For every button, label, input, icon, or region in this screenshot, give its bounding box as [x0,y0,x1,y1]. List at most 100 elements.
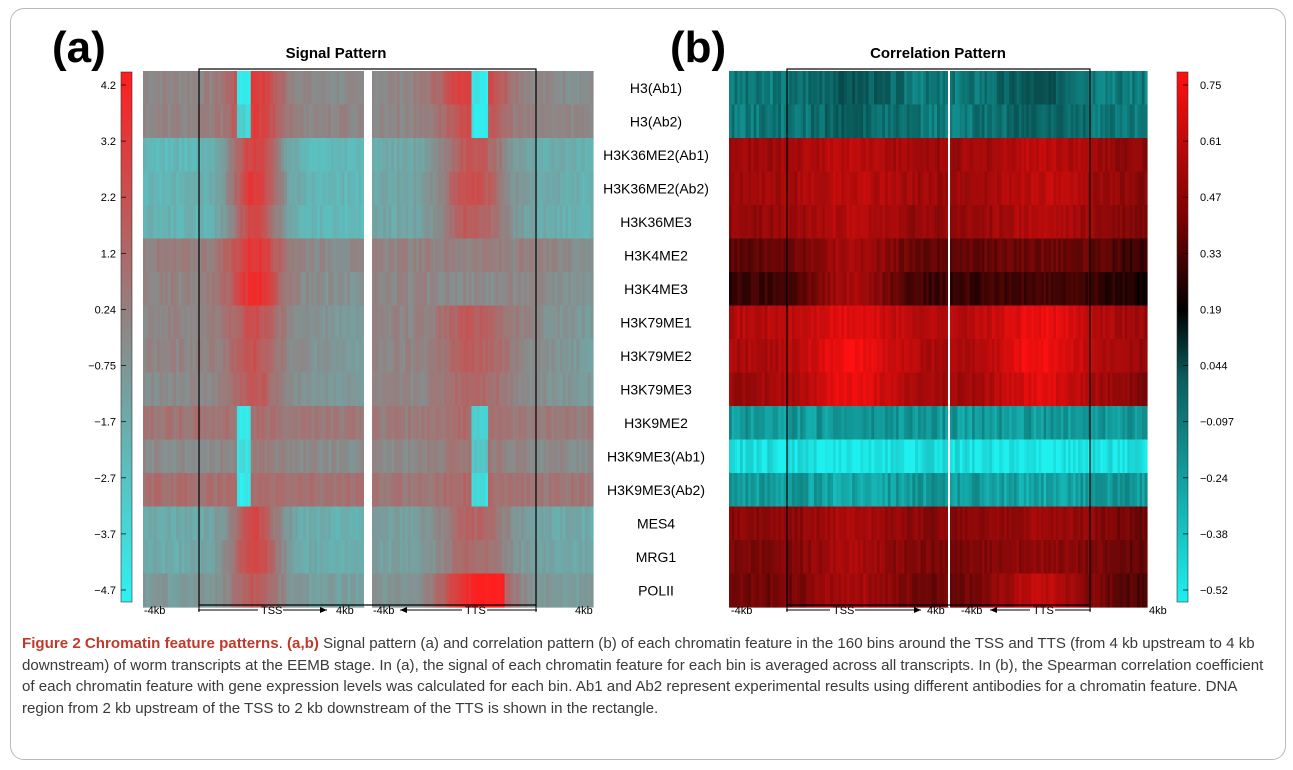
heatmap-cell [391,238,395,273]
heatmap-cell [294,272,299,307]
heatmap-cell [1014,104,1018,139]
heatmap-cell [407,473,412,508]
heatmap-cell [882,71,886,106]
heatmap-cell [950,439,954,474]
heatmap-cell [1068,104,1072,139]
heatmap-cell [841,138,845,173]
heatmap-cell [964,406,968,441]
heatmap-cell [1078,138,1082,173]
heatmap-cell [449,372,453,407]
heatmap-cell [372,104,376,139]
heatmap-cell [283,573,288,608]
heatmap-cell [154,171,158,206]
heatmap-cell [923,305,927,340]
heatmap-cell [236,305,241,340]
heatmap-cell [1011,339,1015,374]
heatmap-cell [407,305,412,340]
heatmap-cell [289,540,293,575]
heatmap-cell [984,406,988,441]
heatmap-cell [972,439,976,474]
heatmap-cell [454,372,459,407]
heatmap-cell [581,573,586,608]
heatmap-cell [753,372,757,407]
heatmap-cell [388,506,392,541]
heatmap-cell [984,205,988,240]
heatmap-cell [1016,238,1020,273]
heatmap-cell [383,473,387,508]
heatmap-cell [317,238,321,273]
heatmap-cell [515,406,520,441]
heatmap-cell [228,171,232,206]
heatmap-cell [573,272,578,307]
heatmap-cell [465,540,470,575]
heatmap-cell [1011,272,1015,307]
heatmap-cell [396,305,401,340]
heatmap-cell [471,305,475,340]
heatmap-cell [581,171,586,206]
heatmap-cell [868,406,872,441]
heatmap-cell [482,339,486,374]
heatmap-cell [253,238,257,273]
heatmap-cell [292,272,296,307]
heatmap-cell [1142,339,1146,374]
heatmap-cell [794,205,799,240]
heatmap-cell [745,473,749,508]
heatmap-cell [328,138,332,173]
heatmap-cell [1053,339,1057,374]
heatmap-cell [317,540,321,575]
heatmap-cell [209,138,213,173]
heatmap-cell [253,540,257,575]
heatmap-cell [225,104,230,139]
heatmap-cell [143,272,147,307]
heatmap-cell [1031,540,1035,575]
heatmap-cell [499,372,503,407]
heatmap-cell [551,238,555,273]
heatmap-cell [305,138,310,173]
heatmap-cell [874,406,878,441]
heatmap-cell [499,506,503,541]
heatmap-cell [1006,473,1010,508]
heatmap-cell [543,573,547,608]
heatmap-cell [427,104,431,139]
heatmap-cell [827,71,831,106]
heatmap-cell [972,506,976,541]
heatmap-cell [228,238,232,273]
heatmap-cell [344,305,349,340]
heatmap-cell [1055,71,1059,106]
heatmap-cell [170,272,174,307]
heatmap-cell [835,506,840,541]
heatmap-cell [1006,406,1010,441]
heatmap-cell [350,573,354,608]
heatmap-cell [898,205,903,240]
heatmap-cell [507,372,511,407]
heatmap-cell [178,473,183,508]
heatmap-cell [920,540,924,575]
heatmap-cell [490,540,495,575]
heatmap-cell [510,205,514,240]
heatmap-cell [231,473,235,508]
heatmap-cell [770,540,774,575]
heatmap-cell [537,573,542,608]
heatmap-cell [996,540,1000,575]
heatmap-cell [573,439,578,474]
heatmap-cell [789,439,793,474]
heatmap-cell [551,171,555,206]
heatmap-cell [162,406,166,441]
heatmap-cell [189,439,194,474]
heatmap-cell [170,540,174,575]
heatmap-cell [939,372,944,407]
heatmap-cell [347,439,351,474]
heatmap-cell [739,272,744,307]
heatmap-cell [590,439,594,474]
heatmap-cell [407,71,412,106]
heatmap-cell [781,71,785,106]
heatmap-cell [1114,171,1119,206]
heatmap-cell [876,372,881,407]
heatmap-cell [557,138,561,173]
heatmap-cell [413,272,417,307]
heatmap-cell [159,238,163,273]
heatmap-cell [554,339,558,374]
heatmap-cell [745,540,749,575]
heatmap-cell [786,305,790,340]
heatmap-cell [1055,171,1059,206]
